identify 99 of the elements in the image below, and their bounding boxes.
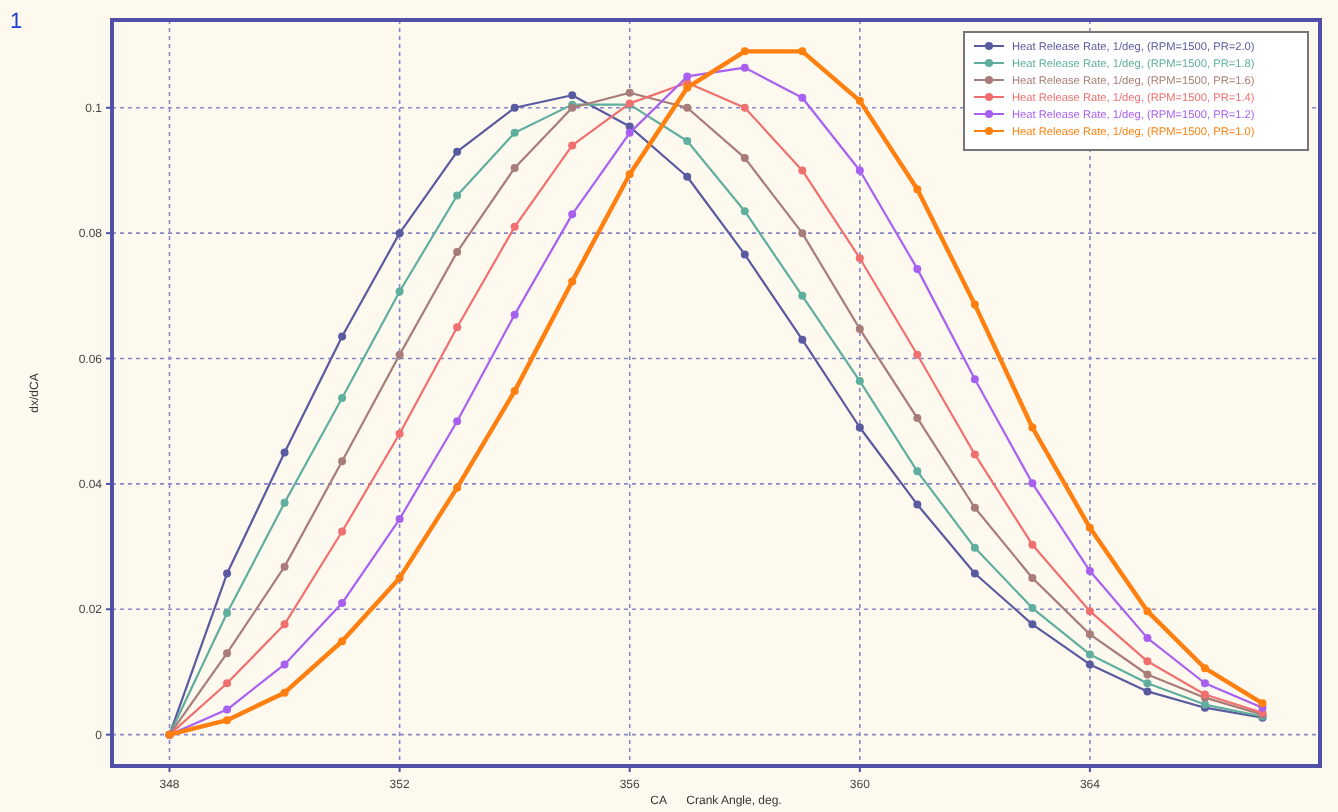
point: [395, 229, 404, 238]
point: [1085, 650, 1094, 659]
point: [1143, 687, 1152, 696]
point: [740, 103, 749, 112]
point: [568, 210, 577, 219]
point: [970, 300, 979, 309]
point: [568, 91, 577, 100]
text: 1: [10, 10, 23, 34]
point: [223, 679, 232, 688]
point: [1143, 657, 1152, 666]
point: [453, 191, 462, 200]
point: [970, 543, 979, 552]
point: [798, 229, 807, 238]
point: [740, 153, 749, 162]
point: [1028, 479, 1037, 488]
point: [510, 387, 519, 396]
point: [510, 310, 519, 319]
point: [280, 688, 289, 697]
point: [855, 96, 864, 105]
point: [625, 88, 634, 97]
point: [280, 498, 289, 507]
point: [855, 166, 864, 175]
point: [568, 277, 577, 286]
point: [740, 250, 749, 259]
point: [970, 503, 979, 512]
point: [395, 515, 404, 524]
point: [855, 325, 864, 334]
point: [338, 332, 347, 341]
point: [338, 599, 347, 608]
point: [453, 323, 462, 332]
point: [395, 287, 404, 296]
point: [1028, 604, 1037, 613]
point: [913, 467, 922, 476]
point: [510, 103, 519, 112]
point: [625, 128, 634, 137]
point: [223, 649, 232, 658]
point: [913, 500, 922, 509]
point: [798, 166, 807, 175]
point: [1200, 679, 1209, 688]
point: [395, 429, 404, 438]
point: [1200, 664, 1209, 673]
point: [223, 716, 232, 725]
point: [1085, 607, 1094, 616]
point: [798, 47, 807, 56]
point: [1143, 670, 1152, 679]
point: [453, 417, 462, 426]
point: [740, 63, 749, 72]
point: [1143, 607, 1152, 616]
point: [683, 83, 692, 92]
point: [683, 136, 692, 145]
point: [1143, 679, 1152, 688]
point: [338, 394, 347, 403]
point: [280, 620, 289, 629]
point: [740, 207, 749, 216]
point: [223, 609, 232, 618]
point: [913, 414, 922, 423]
point: [510, 222, 519, 231]
point: [740, 47, 749, 56]
point: [970, 569, 979, 578]
point: [338, 637, 347, 646]
point: [1028, 620, 1037, 629]
point: [1028, 573, 1037, 582]
point: [683, 172, 692, 181]
point: [913, 264, 922, 273]
point: [395, 350, 404, 359]
point: [338, 527, 347, 536]
point: [510, 163, 519, 172]
point: [798, 93, 807, 102]
point: [338, 457, 347, 466]
point: [1085, 567, 1094, 576]
point: [1028, 423, 1037, 432]
point: [913, 350, 922, 359]
point: [1028, 540, 1037, 549]
point: [453, 247, 462, 256]
point: [223, 569, 232, 578]
point: [1085, 523, 1094, 532]
point: [453, 147, 462, 156]
point: [1085, 630, 1094, 639]
point: [798, 335, 807, 344]
point: [855, 423, 864, 432]
point: [970, 375, 979, 384]
point: [280, 562, 289, 571]
point: [798, 291, 807, 300]
point: [1143, 634, 1152, 643]
point: [970, 450, 979, 459]
point: [683, 103, 692, 112]
point: [855, 254, 864, 263]
point: [223, 705, 232, 714]
point: [683, 72, 692, 81]
point: [453, 483, 462, 492]
point: [855, 377, 864, 386]
point: [1085, 660, 1094, 669]
point: [280, 660, 289, 669]
point: [625, 170, 634, 179]
point: [510, 128, 519, 137]
point: [568, 141, 577, 150]
point: [913, 185, 922, 194]
point: [280, 448, 289, 457]
point: [395, 573, 404, 582]
